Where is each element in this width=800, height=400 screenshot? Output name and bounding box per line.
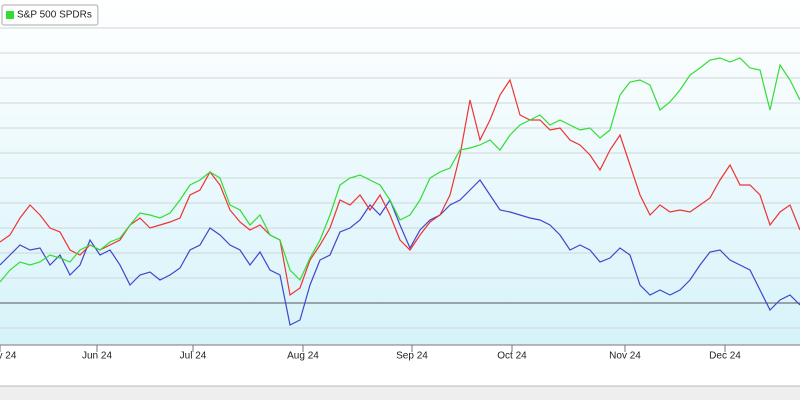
x-tick-label: Oct 24	[497, 351, 527, 362]
series-line	[0, 78, 800, 297]
series-line	[0, 57, 800, 283]
x-tick-label: Jul 24	[180, 351, 207, 362]
x-tick-label: Jun 24	[82, 351, 112, 362]
x-tick-label: Dec 24	[709, 351, 741, 362]
x-tick-label: Sep 24	[396, 351, 428, 362]
x-tick-label: Nov 24	[609, 351, 641, 362]
legend-swatch	[6, 11, 14, 19]
legend-box	[1, 4, 99, 26]
x-tick-label: May 24	[0, 351, 17, 362]
series-line	[0, 179, 800, 326]
plot-area	[0, 0, 800, 345]
x-tick-label: Aug 24	[287, 351, 319, 362]
footer-band	[0, 386, 800, 400]
legend-label: S&P 500 SPDRs	[17, 10, 92, 21]
legend-entry: S&P 500 SPDRs	[1, 4, 99, 26]
